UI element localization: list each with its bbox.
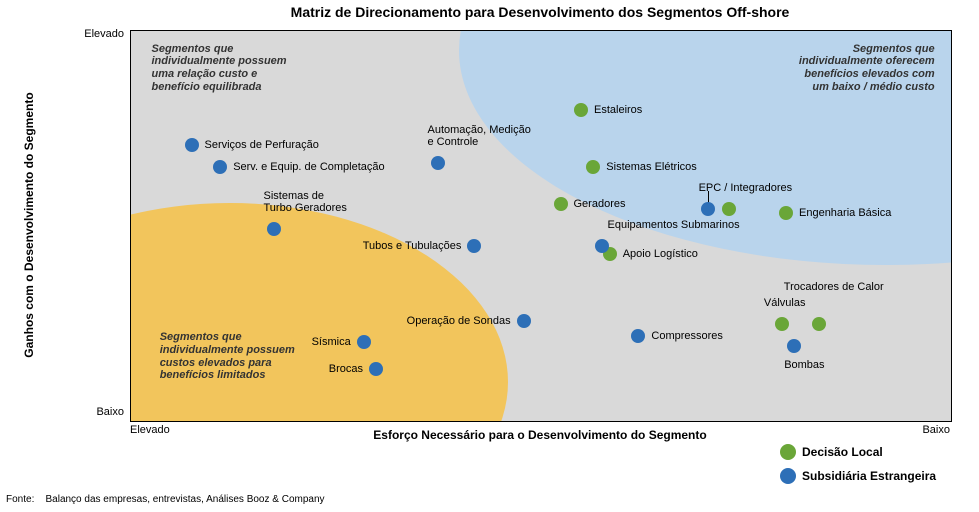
legend-label: Decisão Local	[802, 445, 883, 459]
label-equip_submarinos: Equipamentos Submarinos	[608, 219, 740, 231]
y-axis-title: Ganhos com o Desenvolvimento do Segmento	[22, 30, 36, 420]
legend-label: Subsidiária Estrangeira	[802, 469, 936, 483]
label-sistemas_eletricos: Sistemas Elétricos	[606, 161, 696, 173]
label-brocas: Brocas	[329, 363, 363, 375]
point-valvulas	[775, 317, 789, 331]
legend-dot-icon	[780, 468, 796, 484]
y-tick-top: Elevado	[84, 28, 124, 40]
point-servicos_perfuracao	[185, 138, 199, 152]
source-note: Fonte: Balanço das empresas, entrevistas…	[6, 494, 325, 505]
label-valvulas: Válvulas	[764, 297, 806, 309]
annotation-0: Segmentos que individualmente possuem um…	[152, 43, 287, 94]
label-geradores: Geradores	[574, 198, 626, 210]
point-tubos	[467, 239, 481, 253]
label-tubos: Tubos e Tubulações	[363, 240, 462, 252]
label-sismica: Sísmica	[312, 336, 351, 348]
label-sistemas_turbo_geradores: Sistemas de Turbo Geradores	[264, 190, 347, 214]
label-operacao_sondas: Operação de Sondas	[407, 315, 511, 327]
point-operacao_sondas	[517, 314, 531, 328]
annotation-1: Segmentos que individualmente oferecem b…	[799, 43, 935, 94]
label-apoio_logistico: Apoio Logístico	[623, 248, 698, 260]
point-brocas	[369, 362, 383, 376]
label-servicos_perfuracao: Serviços de Perfuração	[205, 139, 319, 151]
point-sistemas_turbo_geradores	[267, 222, 281, 236]
chart-title: Matriz de Direcionamento para Desenvolvi…	[130, 4, 950, 20]
point-engenharia_basica	[779, 206, 793, 220]
source-prefix: Fonte:	[6, 494, 34, 505]
point-epc_integradores_l	[722, 202, 736, 216]
region-yellow	[130, 203, 508, 422]
point-bombas	[787, 339, 801, 353]
label-bombas: Bombas	[784, 359, 824, 371]
legend-item-1: Subsidiária Estrangeira	[780, 468, 936, 484]
x-axis-title: Esforço Necessário para o Desenvolviment…	[130, 428, 950, 442]
source-text: Balanço das empresas, entrevistas, Análi…	[45, 494, 324, 505]
point-sismica	[357, 335, 371, 349]
annotation-2: Segmentos que individualmente possuem cu…	[160, 331, 295, 382]
y-tick-bottom: Baixo	[96, 406, 124, 418]
label-compressores: Compressores	[651, 330, 723, 342]
point-trocadores_calor	[812, 317, 826, 331]
legend-dot-icon	[780, 444, 796, 460]
label-estaleiros: Estaleiros	[594, 104, 642, 116]
point-compressores	[631, 329, 645, 343]
legend-item-0: Decisão Local	[780, 444, 883, 460]
point-geradores	[554, 197, 568, 211]
label-engenharia_basica: Engenharia Básica	[799, 207, 891, 219]
label-epc_integradores_l: EPC / Integradores	[699, 182, 793, 194]
label-automacao: Automação, Medição e Controle	[428, 124, 531, 148]
point-sistemas_eletricos	[586, 160, 600, 174]
point-equip_submarinos	[595, 239, 609, 253]
label-trocadores_calor: Trocadores de Calor	[784, 281, 884, 293]
point-estaleiros	[574, 103, 588, 117]
plot-area: Segmentos que individualmente possuem um…	[130, 30, 952, 422]
point-serv_equip_completacao	[213, 160, 227, 174]
label-serv_equip_completacao: Serv. e Equip. de Completação	[233, 161, 384, 173]
chart-container: { "canvas": {"w": 979, "h": 512}, "title…	[0, 0, 979, 512]
point-automacao	[431, 156, 445, 170]
point-epc_integradores_f	[701, 202, 715, 216]
